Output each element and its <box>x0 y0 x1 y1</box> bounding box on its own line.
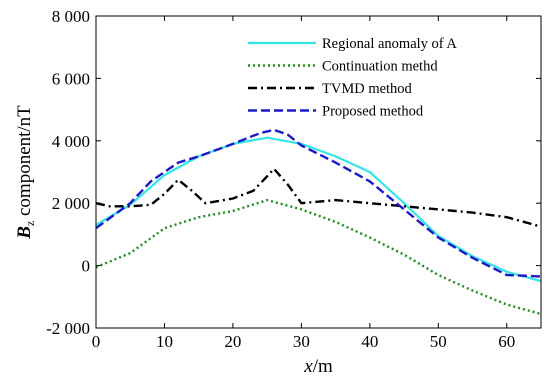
y-tick-label: 0 <box>82 257 91 276</box>
x-tick-label: 30 <box>293 332 310 351</box>
x-axis-label-var: x <box>303 356 313 377</box>
y-axis-label-var: B <box>14 226 35 240</box>
x-axis-label: x/m <box>303 356 333 377</box>
x-tick-label: 0 <box>92 332 101 351</box>
y-tick-label: -2 000 <box>46 319 90 338</box>
x-tick-label: 40 <box>361 332 378 351</box>
y-tick-label: 2 000 <box>52 194 90 213</box>
x-tick-label: 10 <box>156 332 173 351</box>
series-layer <box>95 128 542 316</box>
series-line-1 <box>95 136 542 283</box>
x-tick-label: 20 <box>224 332 241 351</box>
y-axis-label: Bz component/nT <box>14 105 37 240</box>
y-tick-label: 6 000 <box>52 69 90 88</box>
x-tick-label: 50 <box>430 332 447 351</box>
series-line-3 <box>95 167 542 228</box>
y-axis-label-rest: component/nT <box>14 105 35 221</box>
legend-label-1: Regional anomaly of A <box>322 36 457 52</box>
x-tick-label: 60 <box>498 332 515 351</box>
series-line-4 <box>95 128 542 278</box>
series-line-2 <box>95 198 542 316</box>
legend-label-3: TVMD method <box>322 81 413 97</box>
y-axis-label-sub: z <box>23 221 37 226</box>
legend: Regional anomaly of A Continuation methd T… <box>248 36 457 120</box>
y-tick-label: 4 000 <box>52 132 90 151</box>
x-axis-label-unit: /m <box>313 356 333 377</box>
plot-frame <box>95 15 542 329</box>
y-tick-label: 8 000 <box>52 7 90 26</box>
legend-label-2: Continuation methd <box>322 59 438 75</box>
legend-label-4: Proposed method <box>322 104 424 120</box>
